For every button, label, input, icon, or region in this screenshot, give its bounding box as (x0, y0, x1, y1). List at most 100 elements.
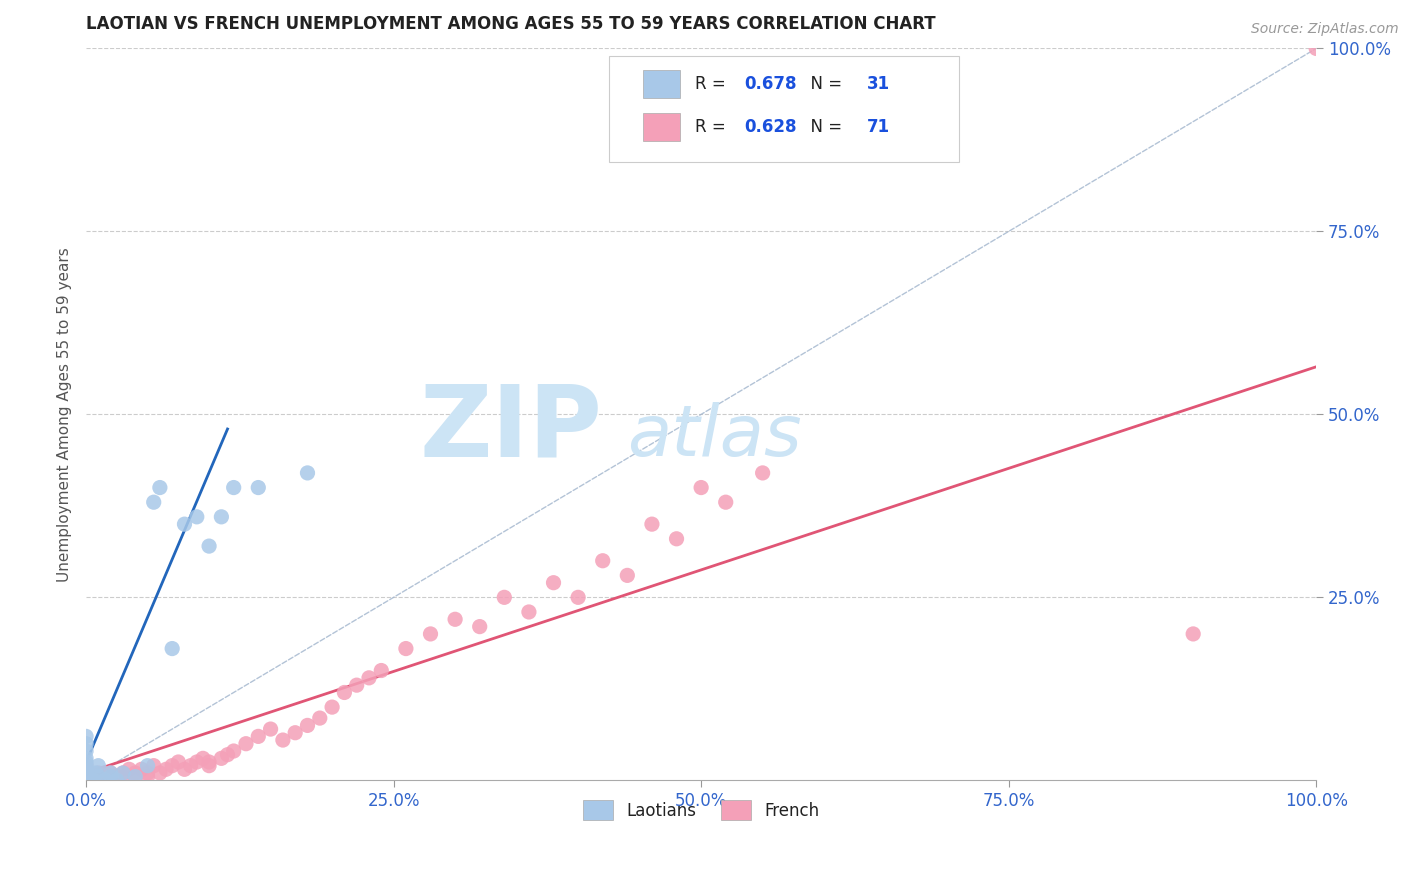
Point (198, 539, 221, 553)
Point (75, 737, 97, 751)
Point (75, 773, 97, 788)
Y-axis label: Unemployment Among Ages 55 to 59 years: Unemployment Among Ages 55 to 59 years (58, 247, 72, 582)
Point (100, 766, 122, 780)
Point (186, 509, 208, 524)
Point (751, 466, 773, 480)
Text: LAOTIAN VS FRENCH UNEMPLOYMENT AMONG AGES 55 TO 59 YEARS CORRELATION CHART: LAOTIAN VS FRENCH UNEMPLOYMENT AMONG AGE… (86, 15, 936, 33)
Point (105, 770, 128, 784)
Point (209, 509, 232, 524)
Point (118, 762, 141, 776)
Point (124, 766, 146, 780)
Point (333, 685, 356, 699)
Point (84, 766, 107, 780)
Text: 0.678: 0.678 (744, 75, 797, 93)
Point (235, 737, 257, 751)
Point (75, 770, 97, 784)
Point (297, 466, 319, 480)
Text: Source: ZipAtlas.com: Source: ZipAtlas.com (1251, 22, 1399, 37)
Point (247, 730, 270, 744)
Point (308, 711, 330, 725)
Point (1305, 41, 1327, 55)
Point (75, 773, 97, 788)
Point (160, 641, 183, 656)
Point (191, 751, 214, 765)
FancyBboxPatch shape (644, 70, 681, 98)
Point (543, 575, 565, 590)
Point (155, 762, 177, 776)
Point (84, 770, 107, 784)
Point (284, 725, 307, 739)
Point (616, 568, 638, 582)
Text: ZIP: ZIP (420, 381, 603, 477)
Point (149, 481, 172, 495)
Point (75, 773, 97, 788)
Point (75, 766, 97, 780)
Point (1182, 627, 1205, 641)
Point (87, 773, 110, 788)
Point (75, 755, 97, 769)
Point (346, 678, 368, 692)
Point (111, 766, 134, 780)
Text: 0.628: 0.628 (744, 118, 797, 136)
Point (75, 758, 97, 772)
Point (100, 770, 122, 784)
Text: R =: R = (695, 75, 731, 93)
Point (186, 755, 208, 769)
Point (173, 762, 195, 776)
FancyBboxPatch shape (609, 56, 959, 161)
Point (567, 591, 589, 605)
Point (87, 770, 110, 784)
Point (198, 758, 221, 772)
Point (217, 747, 239, 762)
Point (82, 773, 104, 788)
Point (247, 481, 270, 495)
Point (142, 495, 165, 509)
Point (93, 770, 115, 784)
Point (142, 758, 165, 772)
Point (444, 612, 467, 626)
Point (93, 766, 115, 780)
Point (180, 758, 202, 772)
Point (75, 770, 97, 784)
Point (75, 762, 97, 776)
Point (75, 773, 97, 788)
Point (198, 755, 221, 769)
Legend: Laotians, French: Laotians, French (576, 793, 827, 827)
Point (222, 481, 245, 495)
Point (75, 758, 97, 772)
Point (75, 766, 97, 780)
Point (222, 744, 245, 758)
Point (173, 517, 195, 532)
Point (111, 770, 134, 784)
Point (75, 762, 97, 776)
Point (209, 751, 232, 765)
Point (105, 773, 128, 788)
FancyBboxPatch shape (644, 113, 681, 141)
Point (167, 755, 190, 769)
Point (75, 751, 97, 765)
Point (75, 773, 97, 788)
Point (494, 591, 516, 605)
Point (75, 770, 97, 784)
Text: N =: N = (800, 75, 846, 93)
Point (124, 770, 146, 784)
Text: 31: 31 (868, 75, 890, 93)
Point (87, 766, 110, 780)
Point (321, 700, 343, 714)
Point (75, 730, 97, 744)
Point (124, 770, 146, 784)
Text: atlas: atlas (627, 401, 801, 471)
Point (131, 762, 153, 776)
Point (370, 664, 392, 678)
Point (714, 495, 737, 509)
Point (82, 773, 104, 788)
Point (75, 744, 97, 758)
Point (395, 641, 418, 656)
Point (136, 770, 159, 784)
Point (136, 766, 159, 780)
Point (419, 627, 441, 641)
Point (641, 517, 664, 532)
Point (592, 554, 614, 568)
Point (690, 481, 713, 495)
Point (105, 773, 128, 788)
